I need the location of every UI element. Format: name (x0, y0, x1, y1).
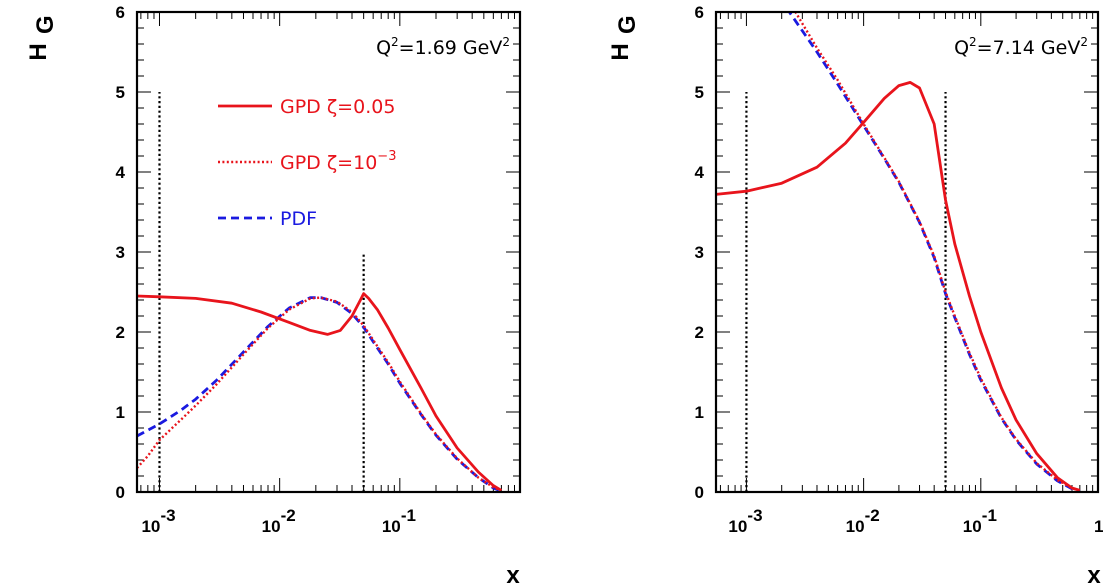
y-tick-label: 5 (695, 83, 704, 102)
x-tick-exponent: -3 (747, 506, 762, 525)
series-line-solid (137, 292, 503, 492)
y-tick-label: 3 (695, 243, 704, 262)
x-tick-exponent: -3 (160, 506, 175, 525)
legend-label: GPD ζ=10−3 (280, 149, 396, 174)
series-line-solid (716, 81, 1081, 492)
x-axis-label: x (1087, 562, 1101, 588)
x-tick-label: 10 (141, 517, 160, 536)
x-tick-exponent: -2 (865, 506, 880, 525)
x-tick-label: 10 (846, 517, 865, 536)
y-axis-label-sub: G (614, 15, 641, 34)
series-line-dashed (787, 12, 1081, 492)
series-line-dashed (137, 296, 502, 492)
y-tick-label: 4 (695, 163, 705, 182)
y-tick-label: 1 (695, 403, 704, 422)
legend-label: GPD ζ=0.05 (280, 96, 395, 118)
x-tick-exponent: -1 (401, 506, 416, 525)
series-line-dotted (794, 12, 1081, 492)
x-tick-exponent: -1 (982, 506, 997, 525)
y-tick-label: 5 (116, 83, 125, 102)
x-tick-label: 10 (262, 517, 281, 536)
y-axis-label-main: H (25, 43, 52, 60)
y-axis-label-main: H (607, 43, 634, 60)
x-axis-label: x (506, 562, 520, 588)
x-tick-label: 10 (382, 517, 401, 536)
y-tick-label: 6 (116, 3, 125, 22)
x-tick-label: 10 (963, 517, 982, 536)
y-axis-label-sub: G (32, 15, 59, 34)
x-tick-label: 1 (1094, 517, 1103, 536)
y-tick-label: 6 (695, 3, 704, 22)
y-axis-label: HG (25, 15, 59, 60)
y-tick-label: 2 (116, 323, 125, 342)
y-tick-label: 0 (695, 483, 704, 502)
q2-annotation: Q2=7.14 GeV2 (954, 35, 1088, 59)
x-tick-label: 10 (728, 517, 747, 536)
x-tick-exponent: -2 (281, 506, 296, 525)
y-tick-label: 2 (695, 323, 704, 342)
y-tick-label: 3 (116, 243, 125, 262)
legend-label: PDF (280, 208, 317, 230)
y-tick-label: 4 (116, 163, 126, 182)
series-line-dotted (137, 296, 502, 492)
y-tick-label: 1 (116, 403, 125, 422)
plot-frame (714, 10, 1100, 494)
plot-frame (135, 10, 522, 494)
y-tick-label: 0 (116, 483, 125, 502)
y-axis-label: HG (607, 15, 641, 60)
q2-annotation: Q2=1.69 GeV2 (376, 35, 510, 59)
